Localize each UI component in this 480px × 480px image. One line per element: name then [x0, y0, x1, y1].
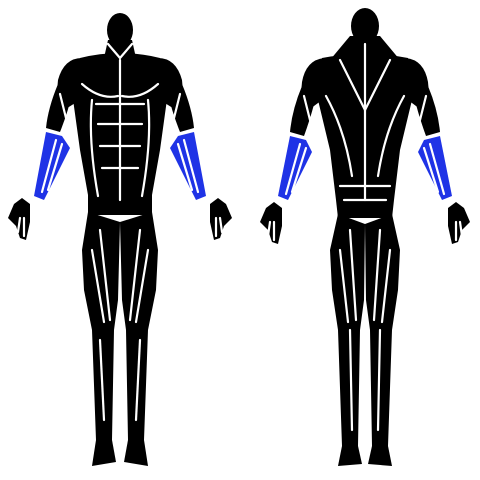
front-forearm-separators	[40, 138, 200, 194]
front-muscle-separators	[16, 42, 224, 422]
back-muscle-separators	[266, 42, 464, 432]
front-right-forearm-highlight	[170, 132, 206, 200]
back-body-figure	[260, 8, 470, 466]
back-right-forearm-highlight	[418, 136, 452, 200]
back-forearm-separators	[284, 142, 446, 196]
front-body-figure	[8, 13, 232, 466]
front-left-forearm-highlight	[34, 132, 70, 200]
back-left-forearm-highlight	[278, 136, 312, 200]
